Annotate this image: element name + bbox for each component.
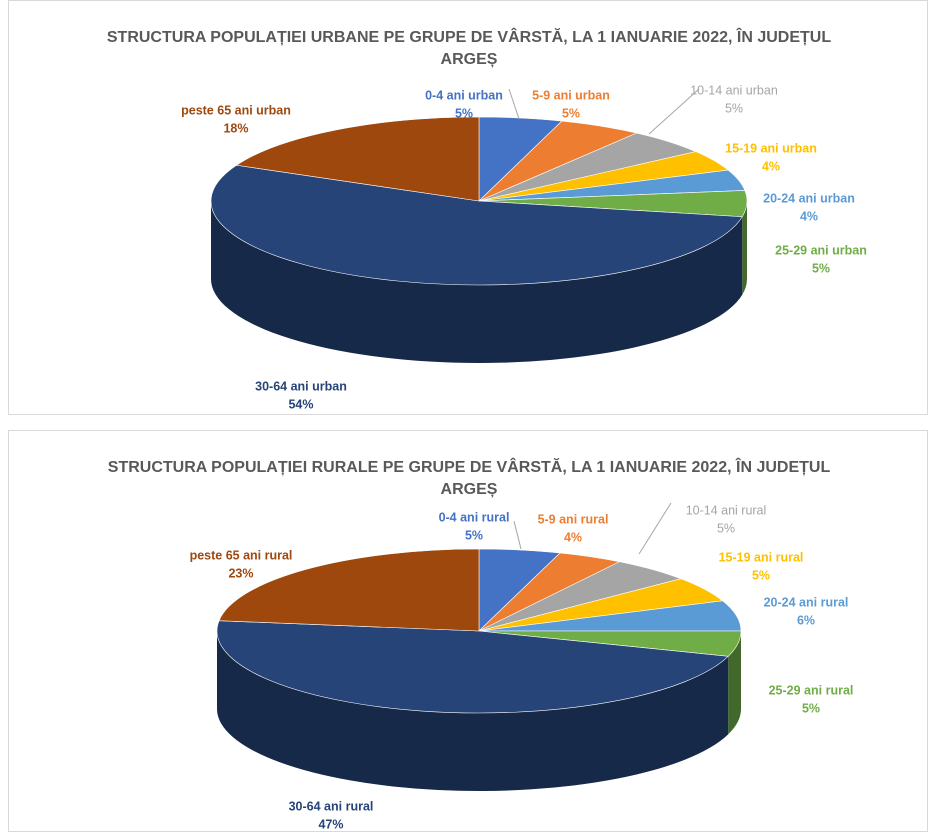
slice-label: 5-9 ani urban [532, 88, 610, 102]
slice-value-label: 5% [752, 568, 770, 582]
slice-value-label: 4% [762, 159, 780, 173]
slice-value-label: 5% [725, 101, 743, 115]
slice-value-label: 54% [288, 397, 313, 411]
slice-value-label: 18% [223, 121, 248, 135]
slice-value-label: 5% [562, 106, 580, 120]
slice-side [728, 631, 741, 735]
leader-line [648, 88, 700, 135]
slice-label: 20-24 ani urban [763, 191, 855, 205]
slice-label: peste 65 ani urban [181, 103, 291, 117]
slice-value-label: 47% [318, 817, 343, 831]
chart-panel: STRUCTURA POPULAȚIEI URBANE PE GRUPE DE … [8, 0, 928, 415]
slice-label: 25-29 ani rural [769, 683, 854, 697]
slice-value-label: 4% [800, 209, 818, 223]
chart: 0-4 ani rural 5% 5-9 ani rural 4% 10-14 ani … [190, 502, 854, 831]
chart-panel: STRUCTURA POPULAȚIEI RURALE PE GRUPE DE … [8, 430, 928, 832]
slice-label: 30-64 ani rural [289, 799, 374, 813]
slice-value-label: 5% [465, 528, 483, 542]
slice-label: 15-19 ani rural [719, 550, 804, 564]
leader-line [513, 520, 522, 550]
slice-label: 10-14 ani urban [690, 83, 778, 97]
slice [210, 164, 743, 286]
slice-label: 0-4 ani urban [425, 88, 503, 102]
slice [216, 620, 729, 714]
slice-label: 5-9 ani rural [538, 512, 609, 526]
slice-label: 0-4 ani rural [439, 510, 510, 524]
slice-label: peste 65 ani rural [190, 548, 293, 562]
slice-label: 25-29 ani urban [775, 243, 867, 257]
slice [235, 116, 480, 202]
slice-value-label: 5% [455, 106, 473, 120]
slice-label: 15-19 ani urban [725, 141, 817, 155]
chart-title: STRUCTURA POPULAȚIEI URBANE PE GRUPE DE … [106, 29, 832, 68]
slice-value-label: 5% [812, 261, 830, 275]
slice-value-label: 5% [802, 701, 820, 715]
chart-title: STRUCTURA POPULAȚIEI RURALE PE GRUPE DE … [107, 459, 831, 498]
slice-label: 20-24 ani rural [764, 595, 849, 609]
slice-side [742, 201, 747, 295]
slice-label: 10-14 ani rural [686, 503, 767, 517]
slice-value-label: 6% [797, 613, 815, 627]
leader-line [508, 88, 520, 120]
chart: 0-4 ani urban 5% 5-9 ani urban 5% 10-14 ani … [181, 83, 867, 411]
slice-value-label: 5% [717, 521, 735, 535]
slice [218, 548, 480, 632]
slice-side [210, 201, 743, 364]
slice-value-label: 23% [228, 566, 253, 580]
slice-side [216, 631, 729, 792]
slice-label: 30-64 ani urban [255, 379, 347, 393]
slice-value-label: 4% [564, 530, 582, 544]
leader-line [638, 502, 672, 555]
